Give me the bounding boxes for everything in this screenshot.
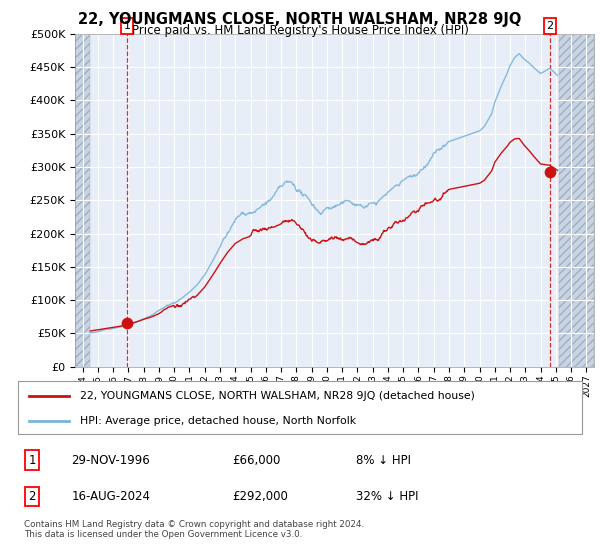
Text: 1: 1	[124, 21, 131, 31]
Text: Price paid vs. HM Land Registry's House Price Index (HPI): Price paid vs. HM Land Registry's House …	[131, 24, 469, 37]
Text: 16-AUG-2024: 16-AUG-2024	[71, 490, 151, 503]
Text: 2: 2	[547, 21, 554, 31]
Point	[122, 318, 132, 327]
Text: 29-NOV-1996: 29-NOV-1996	[71, 454, 151, 466]
Text: HPI: Average price, detached house, North Norfolk: HPI: Average price, detached house, Nort…	[80, 416, 356, 426]
Text: 1: 1	[28, 454, 36, 466]
Text: £66,000: £66,000	[232, 454, 281, 466]
Text: 22, YOUNGMANS CLOSE, NORTH WALSHAM, NR28 9JQ: 22, YOUNGMANS CLOSE, NORTH WALSHAM, NR28…	[79, 12, 521, 27]
FancyBboxPatch shape	[18, 381, 582, 434]
Text: 32% ↓ HPI: 32% ↓ HPI	[356, 490, 419, 503]
Text: Contains HM Land Registry data © Crown copyright and database right 2024.
This d: Contains HM Land Registry data © Crown c…	[23, 520, 364, 539]
Point	[545, 168, 555, 177]
Text: 8% ↓ HPI: 8% ↓ HPI	[356, 454, 412, 466]
Text: £292,000: £292,000	[232, 490, 288, 503]
Text: 2: 2	[28, 490, 36, 503]
Text: 22, YOUNGMANS CLOSE, NORTH WALSHAM, NR28 9JQ (detached house): 22, YOUNGMANS CLOSE, NORTH WALSHAM, NR28…	[80, 391, 475, 401]
Bar	[75, 34, 90, 367]
Bar	[559, 34, 594, 367]
